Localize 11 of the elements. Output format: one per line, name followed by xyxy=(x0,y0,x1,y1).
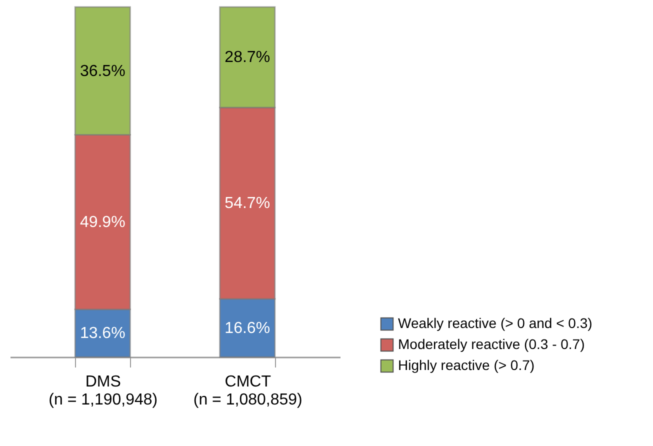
data-label: 36.5% xyxy=(80,62,126,80)
data-label: 28.7% xyxy=(224,49,270,66)
legend-label: Weakly reactive (> 0 and < 0.3) xyxy=(398,315,592,331)
x-tick-label: DMS (n = 1,190,948) xyxy=(48,374,158,408)
data-label: 16.6% xyxy=(224,320,270,337)
data-label: 54.7% xyxy=(224,195,270,212)
data-label: 13.6% xyxy=(80,325,126,342)
x-tick-label: CMCT (n = 1,080,859) xyxy=(193,374,302,408)
legend-label: Moderately reactive (0.3 - 0.7) xyxy=(398,336,585,352)
data-label: 49.9% xyxy=(80,214,126,232)
legend-label: Highly reactive (> 0.7) xyxy=(398,357,535,373)
